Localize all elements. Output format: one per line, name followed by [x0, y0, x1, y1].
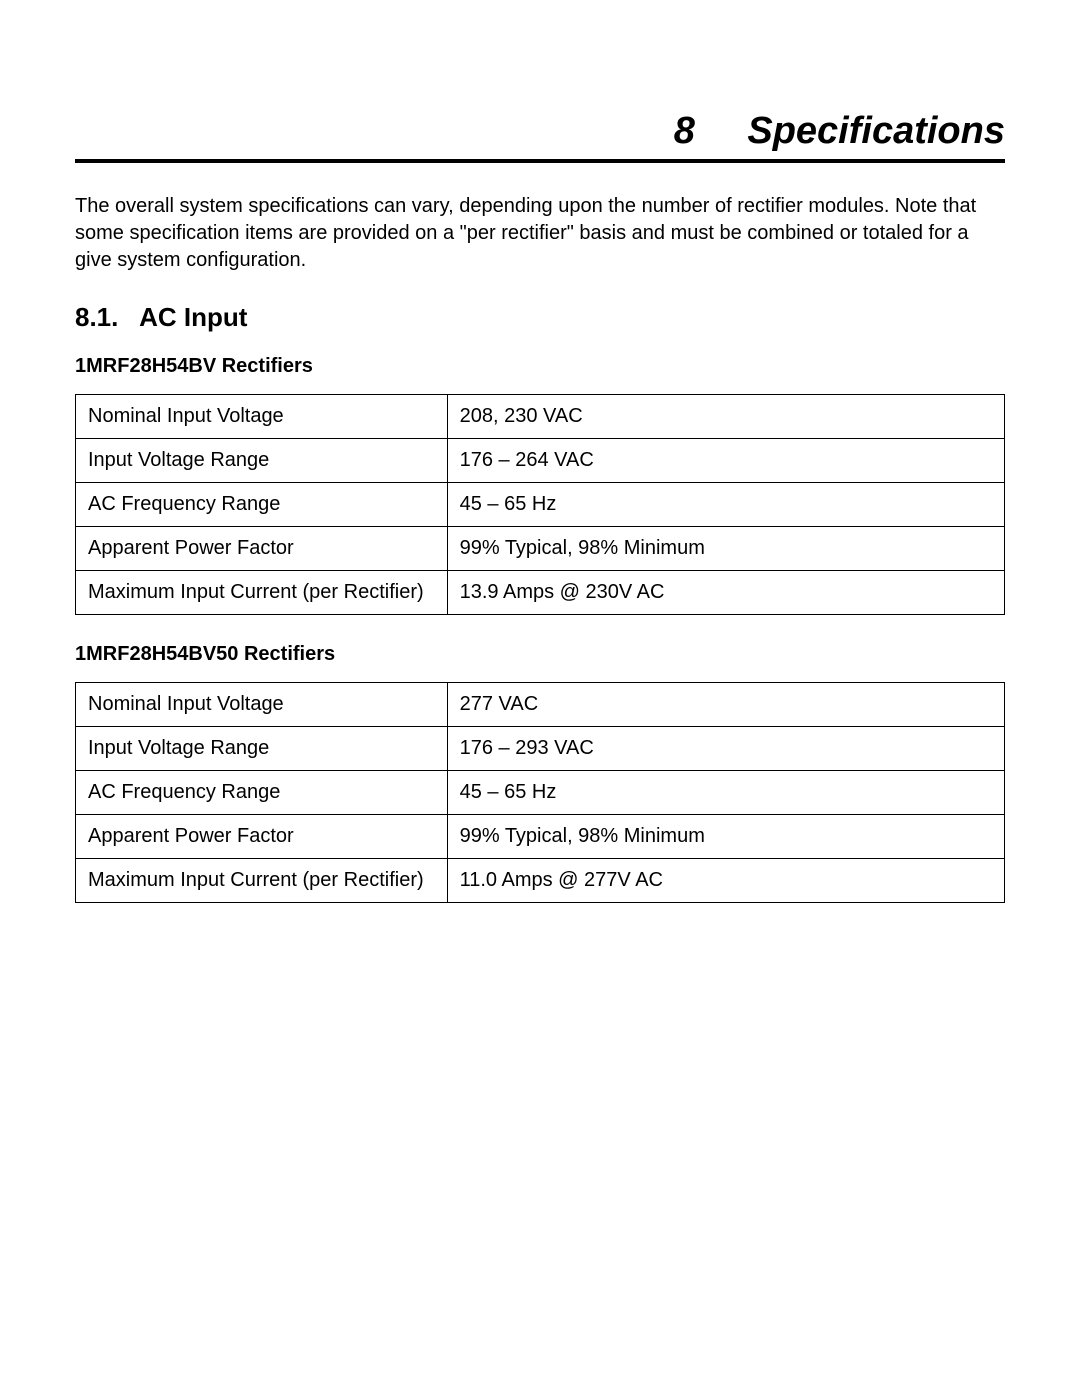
param-cell: Input Voltage Range	[76, 727, 448, 771]
value-cell: 45 – 65 Hz	[447, 483, 1004, 527]
param-cell: Input Voltage Range	[76, 439, 448, 483]
chapter-number: 8	[674, 110, 695, 152]
value-cell: 176 – 293 VAC	[447, 727, 1004, 771]
param-cell: AC Frequency Range	[76, 483, 448, 527]
chapter-header: 8 Specifications	[75, 110, 1005, 163]
value-cell: 99% Typical, 98% Minimum	[447, 815, 1004, 859]
page: 8 Specifications The overall system spec…	[0, 0, 1080, 1397]
table-row: Maximum Input Current (per Rectifier) 13…	[76, 571, 1005, 615]
table-row: Maximum Input Current (per Rectifier) 11…	[76, 859, 1005, 903]
value-cell: 277 VAC	[447, 683, 1004, 727]
table-row: Apparent Power Factor 99% Typical, 98% M…	[76, 527, 1005, 571]
value-cell: 11.0 Amps @ 277V AC	[447, 859, 1004, 903]
table-row: AC Frequency Range 45 – 65 Hz	[76, 483, 1005, 527]
param-cell: Maximum Input Current (per Rectifier)	[76, 859, 448, 903]
value-cell: 13.9 Amps @ 230V AC	[447, 571, 1004, 615]
param-cell: Maximum Input Current (per Rectifier)	[76, 571, 448, 615]
table-row: AC Frequency Range 45 – 65 Hz	[76, 771, 1005, 815]
param-cell: Nominal Input Voltage	[76, 395, 448, 439]
table-row: Input Voltage Range 176 – 293 VAC	[76, 727, 1005, 771]
spec-table: Nominal Input Voltage 208, 230 VAC Input…	[75, 394, 1005, 615]
value-cell: 176 – 264 VAC	[447, 439, 1004, 483]
table-row: Apparent Power Factor 99% Typical, 98% M…	[76, 815, 1005, 859]
chapter-title: Specifications	[747, 110, 1005, 152]
table-heading: 1MRF28H54BV50 Rectifiers	[75, 643, 1005, 666]
section-number: 8.1.	[75, 302, 118, 332]
section-title: AC Input	[139, 302, 247, 332]
value-cell: 99% Typical, 98% Minimum	[447, 527, 1004, 571]
param-cell: Nominal Input Voltage	[76, 683, 448, 727]
spec-table: Nominal Input Voltage 277 VAC Input Volt…	[75, 682, 1005, 903]
value-cell: 208, 230 VAC	[447, 395, 1004, 439]
intro-paragraph: The overall system specifications can va…	[75, 193, 1005, 274]
table-row: Nominal Input Voltage 277 VAC	[76, 683, 1005, 727]
table-row: Input Voltage Range 176 – 264 VAC	[76, 439, 1005, 483]
param-cell: Apparent Power Factor	[76, 527, 448, 571]
param-cell: AC Frequency Range	[76, 771, 448, 815]
value-cell: 45 – 65 Hz	[447, 771, 1004, 815]
table-heading: 1MRF28H54BV Rectifiers	[75, 355, 1005, 378]
section-heading: 8.1. AC Input	[75, 302, 1005, 333]
param-cell: Apparent Power Factor	[76, 815, 448, 859]
table-row: Nominal Input Voltage 208, 230 VAC	[76, 395, 1005, 439]
